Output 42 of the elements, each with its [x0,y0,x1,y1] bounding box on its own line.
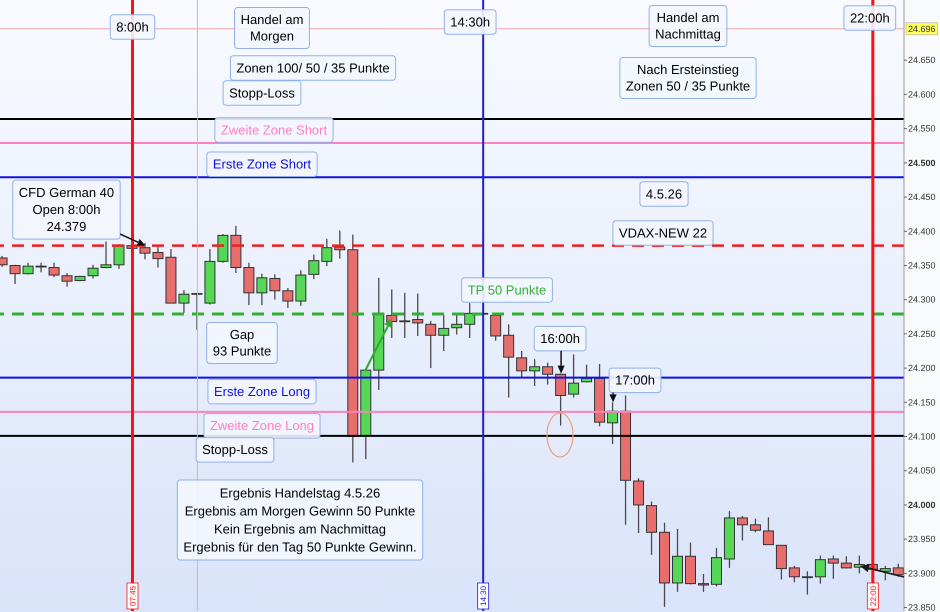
ref-line-label: Stopp-Loss [229,85,296,100]
y-tick-label: 24.550 [908,124,936,134]
ref-line-label: Stopp-Loss [202,442,268,458]
x-tick-label: 14:30 [479,585,488,606]
annotation: Nach Ersteinstieg Zonen 50 / 35 Punkte [626,62,750,94]
ref-line-label: Erste Zone Short [212,156,312,172]
annotation: Ergebnis Handelstag 4.5.26 Ergebnis am Morgen Gewinn 50 Punkte Kein Ergebnis am Nachmittag Ergebnis für den Tag 50 Punkte Gewinn. [183,486,417,555]
y-tick-label: 23.850 [908,602,936,612]
annotation: VDAX-NEW 22 [618,225,708,240]
ref-line-label: Zweite Zone Long [210,418,314,434]
y-tick-label: 24.300 [908,294,936,305]
ref-line-label: TP 50 Punkte [468,282,546,298]
y-tick-label: 24.400 [908,226,936,236]
annotation: 16:00h [540,330,580,346]
y-tick-label: 24.000 [908,500,936,510]
x-tick-label: 07:45 [128,585,138,606]
ref-line-label: 8:00h [116,19,149,34]
annotation: Handel am Morgen [240,12,304,44]
annotation: 4.5.26 [646,186,682,202]
y-tick-label: 24.150 [908,397,936,408]
y-tick-label: 23.900 [908,568,936,578]
annotation: 17:00h [615,372,655,388]
y-tick-label: 24.450 [908,192,936,202]
ref-line-label: Zweite Zone Short [220,122,328,138]
ref-line-label: 22:00h [850,10,890,26]
y-tick-label: 24.250 [908,328,936,339]
y-tick-label: 24.350 [908,260,936,270]
y-tick-label: 24.200 [908,363,936,374]
annotation: CFD German 40 Open 8:00h 24.379 [18,185,114,234]
ref-line-label: Erste Zone Long [214,384,310,399]
y-tick-label: 24.650 [908,55,936,66]
y-tick-label: 24.500 [908,158,936,168]
y-tick-label: 23.950 [908,534,936,544]
y-tick-label: 24.100 [908,432,936,442]
annotation: Handel am Nachmittag [655,10,721,42]
x-tick-label: 22:00 [868,585,878,606]
annotation: Zonen 100/ 50 / 35 Punkte [236,60,390,76]
y-tick-label: 24.050 [908,466,936,476]
y-tick-label: 24.600 [908,89,936,100]
ref-line-label: 14:30h [450,14,490,30]
ref-line-label: 24.696 [908,24,936,34]
annotation: Gap 93 Punkte [212,327,272,359]
